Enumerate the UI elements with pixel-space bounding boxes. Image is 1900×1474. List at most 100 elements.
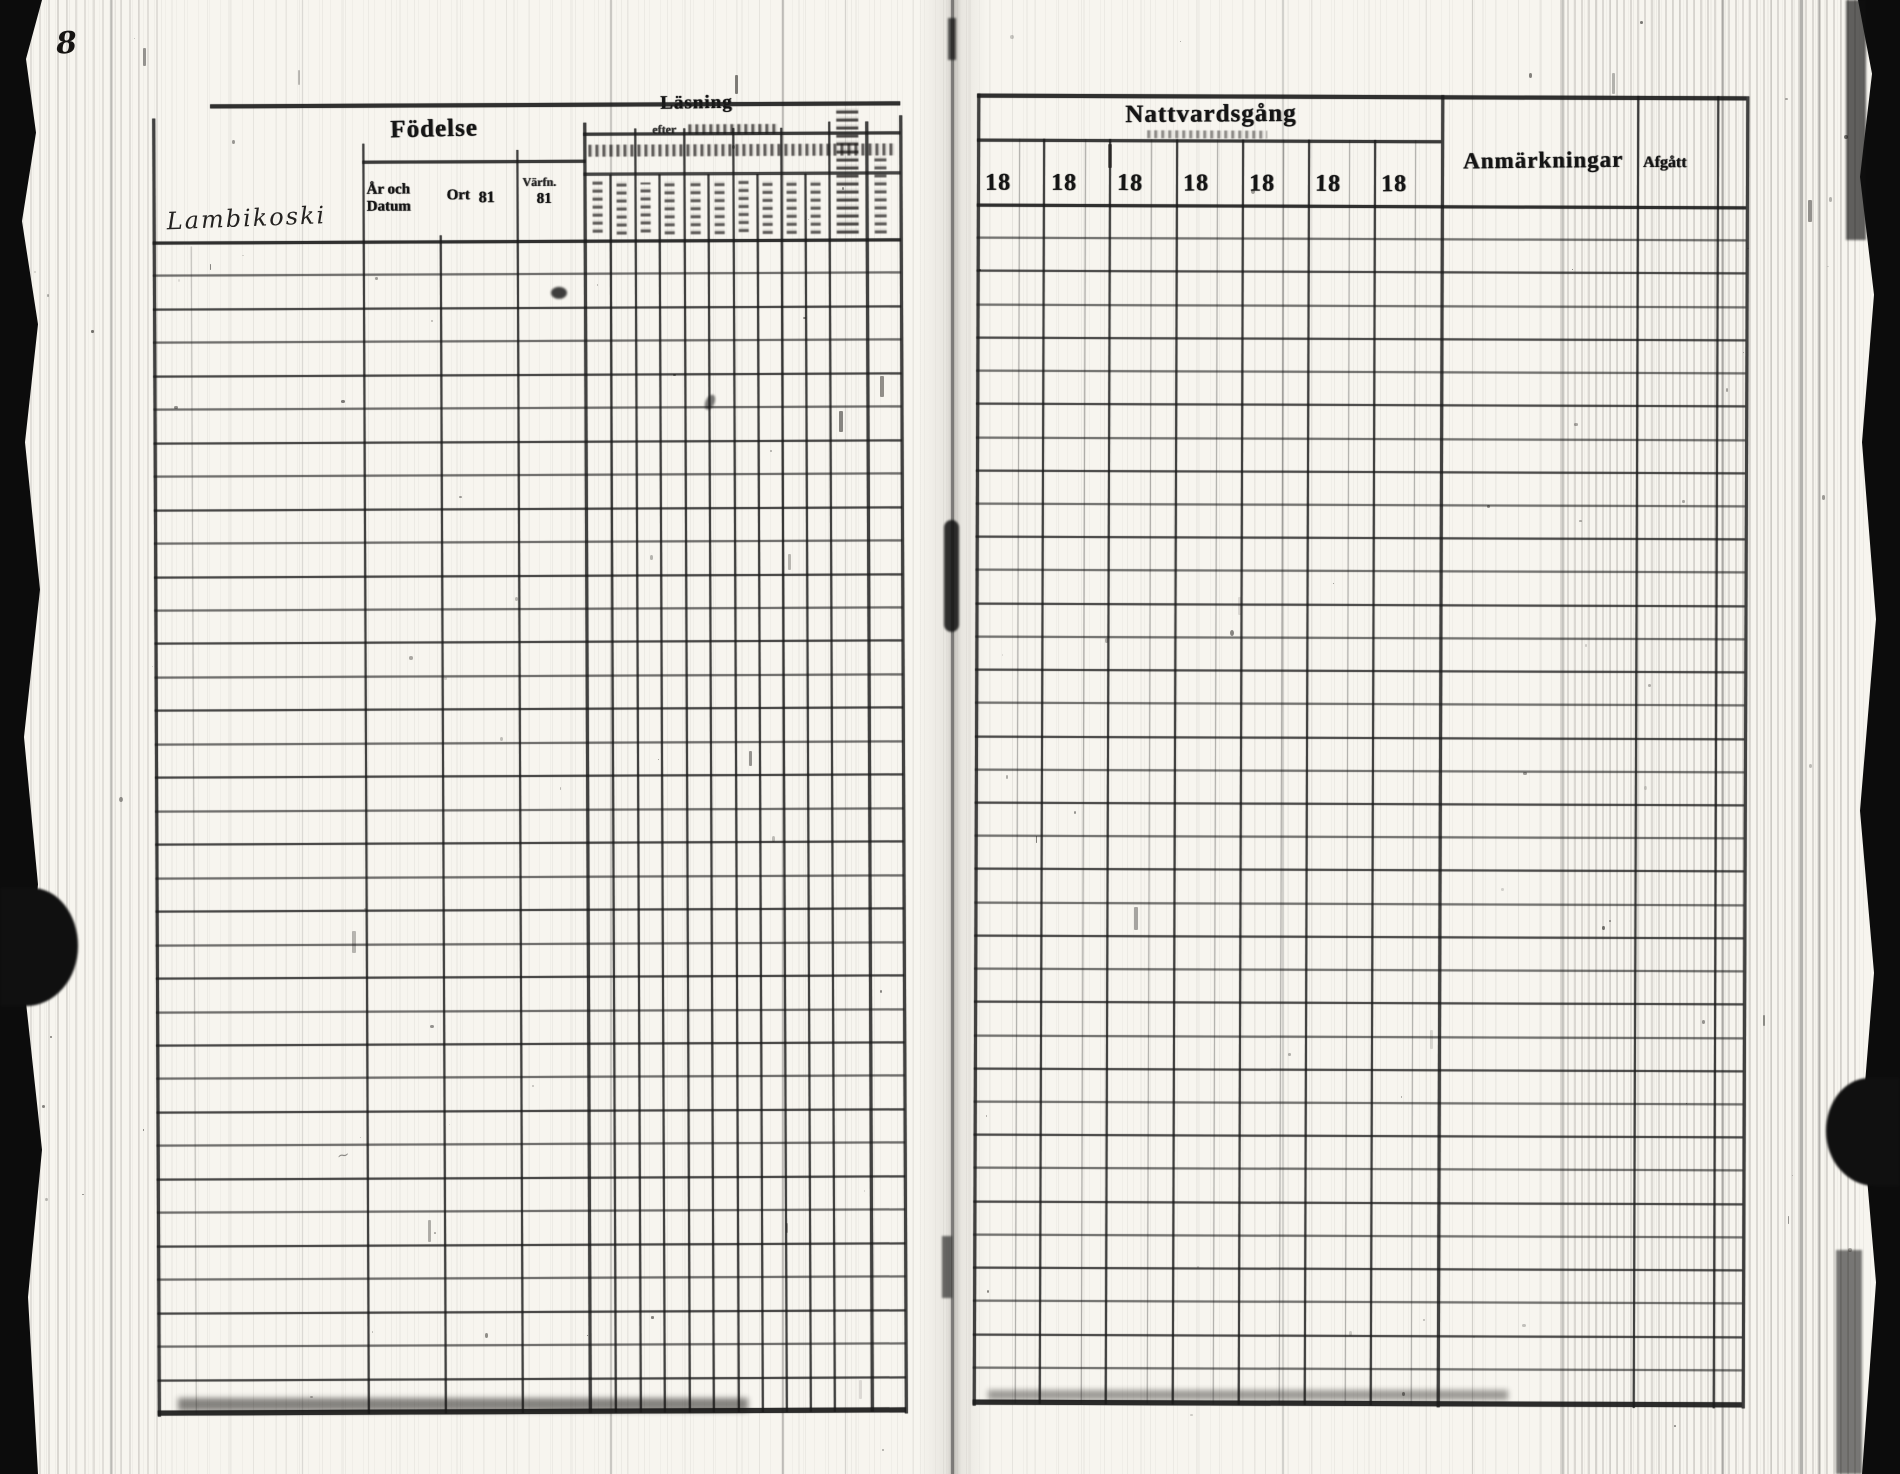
grid-line [974,867,1744,873]
grid-line [976,436,1746,442]
grid-line [155,974,904,980]
scan-noise-speck [858,1379,863,1399]
scan-scratch-streak [1562,0,1564,1474]
scan-noise-speck [352,931,357,954]
grid-line [975,535,1745,541]
scan-noise-speck [1108,143,1113,168]
scan-noise-speck [242,254,244,256]
scan-noise-speck [177,279,180,282]
faint-pencil-mark: ~ [334,1144,354,1166]
grid-line [974,934,1744,940]
grid-line [975,668,1745,674]
scan-scratch-streak [782,0,784,1474]
scan-noise-speck [1701,1020,1705,1024]
scan-noise-speck [1528,73,1532,78]
grid-line [828,121,836,1412]
scan-noise-speck [807,218,809,220]
scan-noise-speck [749,750,752,766]
right-edge-streak-blob2 [1836,1250,1862,1474]
scan-noise-speck [46,294,49,298]
scan-noise-speck [443,676,447,680]
right-edge-streak-blob [1846,0,1866,240]
scan-noise-speck [649,555,654,561]
grid-line [155,807,904,813]
scan-noise-speck [673,374,677,377]
scan-noise-speck [1844,134,1849,139]
grid-line [153,305,902,311]
scan-noise-speck [1682,500,1685,504]
scan-noise-speck [1643,785,1647,791]
grid-line [658,174,666,1413]
grid-line [157,1376,906,1382]
grid-line [1303,139,1311,1405]
grid-line [1080,139,1087,1405]
communion-year-label: 18 [1182,170,1210,197]
scan-noise-speck [1010,35,1015,40]
grid-line [154,740,903,746]
scan-scratch-streak [1472,0,1473,1474]
grid-line [732,128,740,1413]
grid-line [974,1000,1744,1006]
scan-noise-speck [1523,771,1527,776]
scan-noise-speck [1238,597,1242,615]
grid-line [1171,139,1179,1405]
illegible-column-header [714,178,725,235]
scan-noise-speck [985,1115,988,1118]
scan-noise-speck [1787,1216,1789,1224]
grid-line [154,606,903,612]
grid-line [975,701,1745,707]
communion-year-label: 18 [1314,170,1342,198]
scan-noise-speck [82,1194,85,1196]
grid-line [972,1399,1742,1408]
illegible-column-header [664,178,675,235]
departed-column-header: Afgått [1643,153,1687,172]
grid-line [974,768,1744,774]
scan-scratch-streak [1722,0,1724,1474]
scan-noise-speck [1288,1052,1291,1057]
scan-noise-speck [559,787,562,790]
scan-noise-speck [978,268,982,271]
grid-line [972,1333,1742,1339]
scan-noise-speck [771,836,776,842]
grid-line [634,128,642,1413]
scan-noise-speck [658,759,660,760]
grid-line [153,472,902,478]
grid-line [156,1208,905,1214]
scan-noise-speck [174,406,178,410]
grid-line [157,1309,906,1315]
scan-noise-speck [364,908,366,910]
scan-noise-speck [310,1396,313,1399]
scan-noise-speck [1762,1014,1765,1027]
grid-line [439,235,447,1414]
grid-line [976,203,1746,210]
scan-noise-speck [44,1197,48,1202]
grid-line [973,1133,1743,1139]
birth-place-subheader: Ort [446,187,470,204]
scan-noise-speck [986,1289,990,1294]
grid-line [976,369,1746,375]
scan-noise-speck [341,400,345,403]
scan-noise-speck [1134,906,1138,930]
grid-line [973,1200,1743,1206]
scan-noise-speck [209,263,211,270]
grid-line [974,801,1744,807]
scan-noise-speck [1639,20,1644,24]
bottom-edge-smear-left [178,1398,748,1411]
grid-line [154,706,903,712]
communion-year-label: 18 [1050,169,1078,197]
grid-line [972,93,981,1406]
left-edge-tab-blob [0,888,78,1006]
scan-noise-speck [1647,683,1652,688]
scan-scratch-streak [1818,0,1820,1474]
scan-scratch-streak [845,0,846,1474]
scan-noise-speck [297,70,301,86]
scan-scratch-streak [1800,0,1803,1474]
grid-line [153,506,902,512]
scan-noise-speck [484,1332,488,1338]
grid-line [1038,138,1046,1404]
scan-noise-speck [142,1128,145,1132]
scan-noise-speck [1609,920,1611,923]
grid-line [1632,95,1640,1408]
grid-line [707,174,715,1413]
